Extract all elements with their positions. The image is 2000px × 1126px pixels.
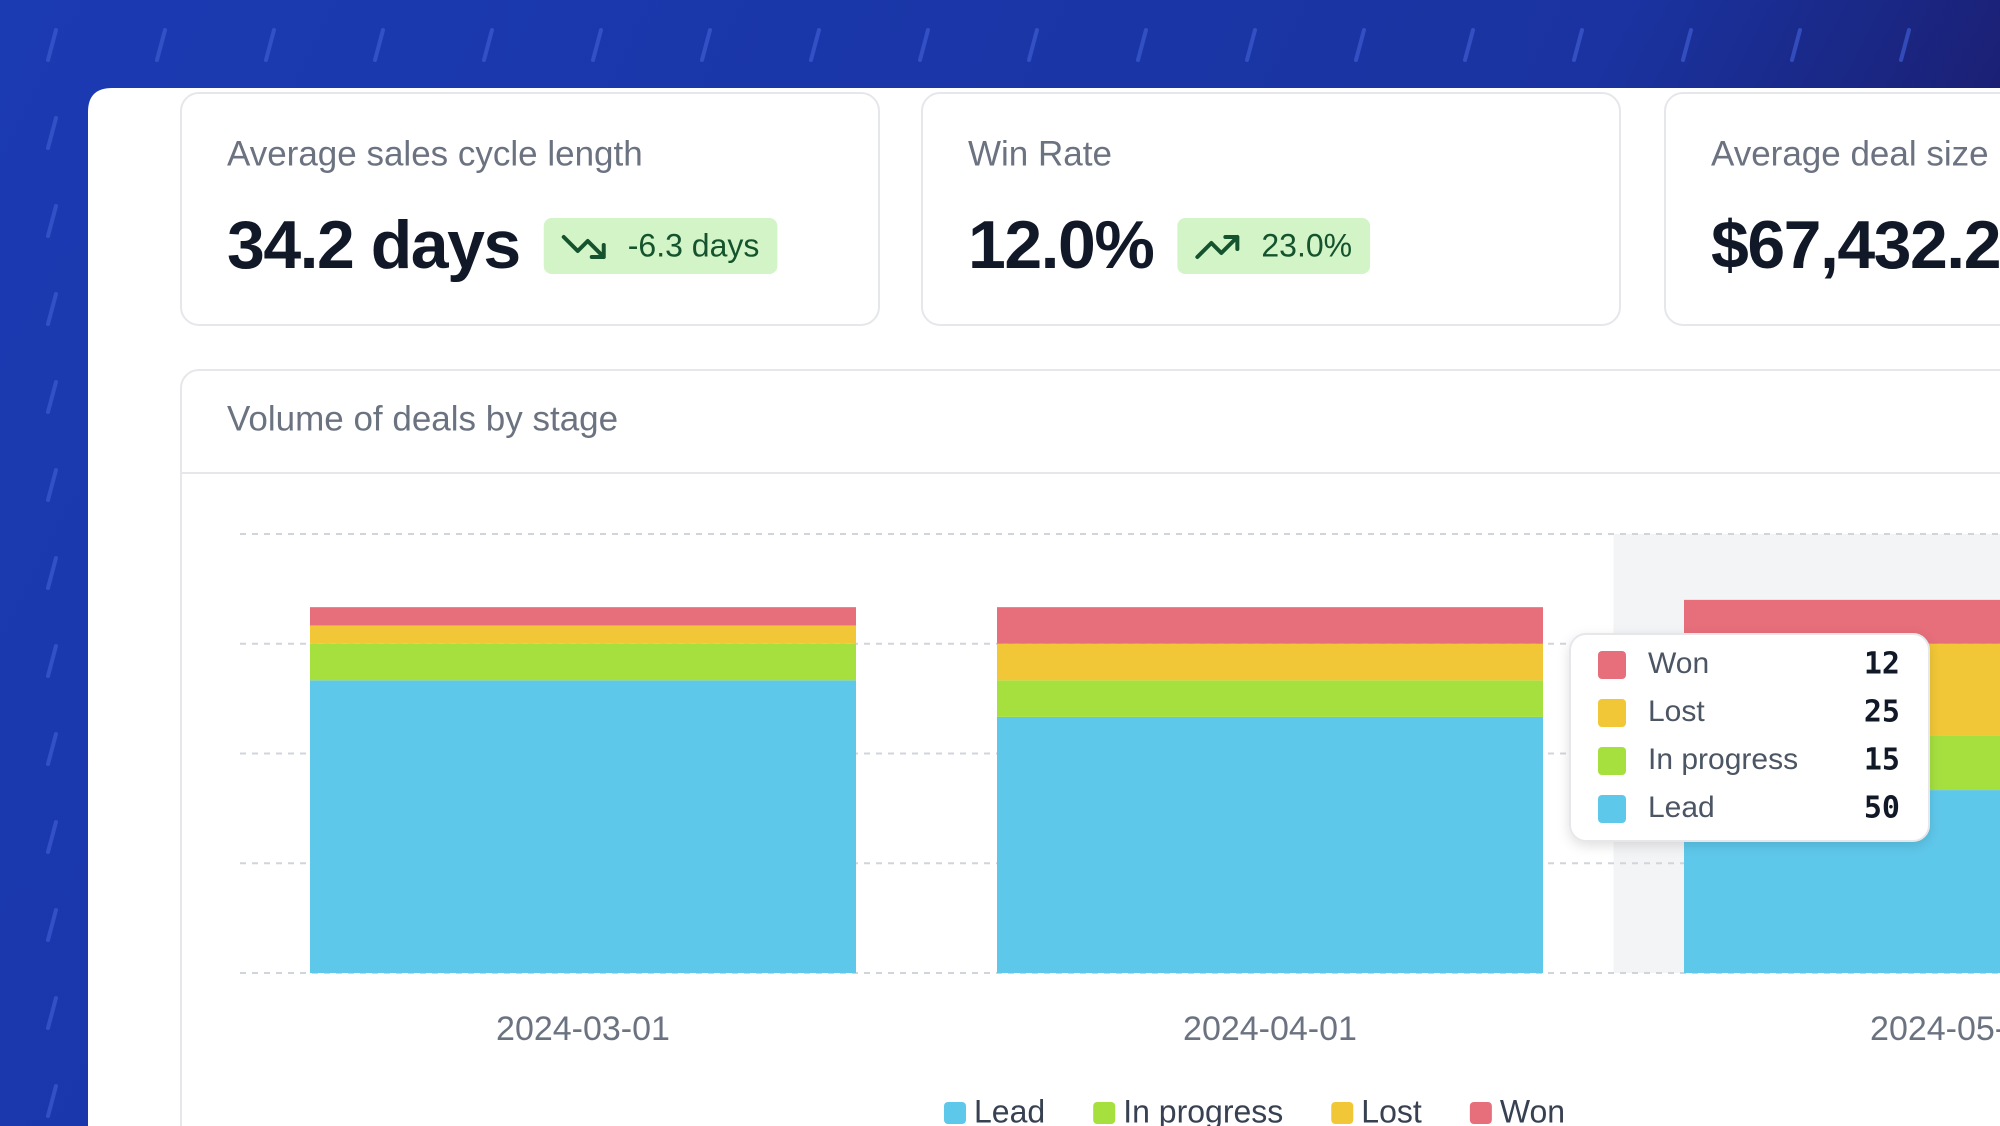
kpi-card — [1664, 92, 2000, 326]
legend-swatch — [1093, 1102, 1116, 1124]
delta-text: -6.3 days — [628, 227, 760, 263]
trend-icon — [1195, 235, 1240, 259]
kpi-title: Win Rate — [968, 134, 1112, 173]
tooltip-value: 12 — [1864, 647, 1900, 682]
legend-label: In progress — [1123, 1093, 1283, 1126]
x-tick-label: 2024-03-01 — [496, 1010, 670, 1048]
tooltip-label: Won — [1648, 647, 1709, 680]
legend-label: Lost — [1361, 1093, 1422, 1126]
bar-segment — [997, 716, 1543, 973]
bar-segment — [310, 680, 856, 973]
kpi-value: 12.0% — [968, 207, 1153, 283]
tooltip-swatch — [1598, 699, 1626, 727]
legend-swatch — [1331, 1102, 1354, 1124]
trend-icon — [561, 235, 606, 259]
delta-badge — [1177, 218, 1371, 274]
kpi-row: Average sales cycle length 34.2 days -6.3 … — [180, 92, 2000, 326]
x-tick-label: 2024-05-01 — [1870, 1010, 2000, 1048]
bar-segment — [310, 643, 856, 681]
bar-segment — [997, 607, 1543, 644]
tooltip-label: In progress — [1648, 743, 1798, 776]
kpi-title: Average sales cycle length — [227, 134, 643, 173]
tooltip-value: 25 — [1864, 695, 1900, 730]
kpi-title: Average deal size — [1711, 134, 1989, 173]
kpi-card — [921, 92, 1621, 326]
tooltip-swatch — [1598, 747, 1626, 775]
tooltip-label: Lost — [1648, 695, 1705, 728]
tooltip — [1569, 633, 1930, 842]
legend-label: Lead — [974, 1093, 1045, 1126]
chart: 2024-03-01 2024-04-01 2024-05-01 Lead In pro… — [240, 533, 2000, 1126]
legend-swatch — [944, 1102, 966, 1124]
x-tick-label: 2024-04-01 — [1183, 1010, 1357, 1048]
delta-badge — [543, 218, 778, 274]
kpi-value: 34.2 days — [227, 207, 520, 283]
tooltip-value: 15 — [1864, 743, 1900, 778]
bar-segment — [997, 643, 1543, 681]
chart-title: Volume of deals by stage — [227, 399, 618, 438]
bar-segment — [310, 607, 856, 626]
tooltip-label: Lead — [1648, 791, 1715, 824]
delta-text: 23.0% — [1261, 227, 1352, 263]
tooltip-value: 50 — [1864, 791, 1900, 826]
tooltip-swatch — [1598, 795, 1626, 823]
bar-segment — [310, 625, 856, 644]
kpi-value: $67,432.2 — [1711, 207, 2000, 283]
legend-label: Won — [1500, 1093, 1565, 1126]
tooltip-swatch — [1598, 651, 1626, 679]
bar-segment — [997, 680, 1543, 717]
legend-swatch — [1469, 1102, 1492, 1124]
